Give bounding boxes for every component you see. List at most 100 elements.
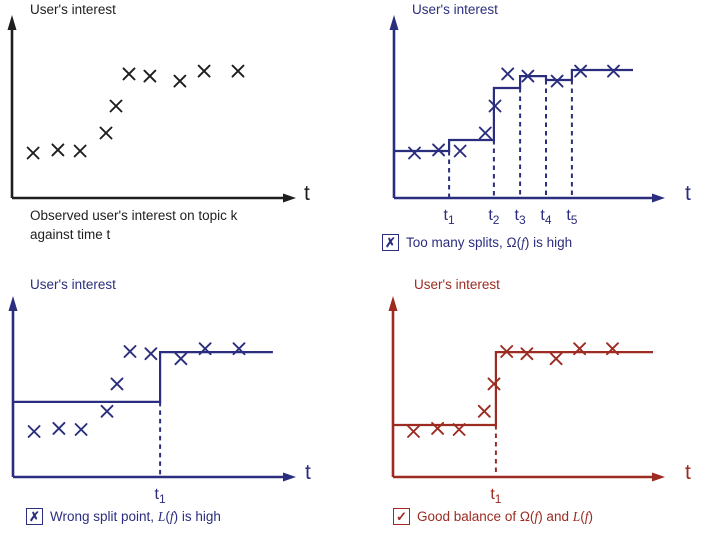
data-point-cross — [74, 423, 88, 436]
split-tick-label: t4 — [540, 207, 551, 227]
data-point-cross — [73, 144, 87, 158]
panel-observed-plot — [26, 64, 245, 160]
data-point-cross — [231, 64, 245, 78]
caption-too-many-splits: ✗ Too many splits, Ω(f) is high — [382, 234, 572, 251]
data-point-cross — [99, 126, 113, 140]
data-point-cross — [607, 64, 620, 78]
panel-wrong-split-axes: t1 — [8, 296, 296, 506]
data-point-cross — [110, 377, 124, 391]
data-point-cross — [174, 352, 188, 366]
data-point-cross — [52, 421, 66, 435]
step-function-line — [393, 351, 653, 427]
data-point-cross — [520, 347, 534, 361]
data-point-cross — [123, 345, 137, 358]
data-point-cross — [477, 404, 491, 418]
caption-part: ) and — [538, 508, 573, 524]
data-point-cross — [453, 144, 467, 158]
caption-line: against time t — [30, 226, 111, 242]
caption-part: Wrong split point, — [50, 508, 158, 524]
data-point-cross — [521, 69, 535, 83]
split-tick-label: t1 — [490, 486, 501, 506]
data-point-cross — [109, 99, 123, 113]
y-axis-arrow-icon — [389, 15, 399, 30]
panel-too-many-splits-plot: t1 t2 t3 t4 t5 — [394, 64, 633, 227]
data-point-cross — [478, 126, 492, 140]
panel-too-many-splits-axes: t1 t2 t3 t4 t5 — [389, 15, 665, 227]
data-point-cross — [122, 67, 136, 81]
data-point-cross — [501, 67, 515, 81]
data-point-cross — [550, 74, 564, 88]
x-axis-title: t — [685, 182, 691, 205]
caption-part: Too many splits, Ω( — [406, 234, 522, 250]
y-axis-arrow-icon — [388, 296, 398, 311]
data-point-cross — [452, 423, 466, 436]
y-axis-title: User's interest — [30, 277, 116, 292]
step-function-line — [13, 351, 273, 403]
split-tick-label: t1 — [155, 486, 166, 506]
data-point-cross — [198, 342, 212, 356]
data-point-cross — [232, 342, 246, 356]
data-point-cross — [431, 421, 445, 435]
caption-observed: Observed user's interest on topic k agai… — [30, 207, 237, 244]
panel-wrong-split-plot: t1 — [13, 342, 273, 506]
caption-part: ) is high — [173, 508, 221, 524]
data-point-cross — [606, 342, 619, 356]
split-tick-label: t2 — [488, 207, 499, 227]
data-point-cross — [500, 345, 514, 358]
caption-text: Good balance of Ω(f) and L(f) — [417, 509, 593, 525]
checked-checkbox-icon: ✓ — [393, 508, 410, 525]
x-axis-arrow-icon — [283, 472, 296, 482]
y-axis-arrow-icon — [7, 15, 17, 30]
split-tick-label: t5 — [566, 207, 577, 227]
x-axis-arrow-icon — [652, 193, 665, 203]
caption-part: ( — [165, 508, 170, 524]
data-point-cross — [407, 425, 420, 438]
data-point-cross — [574, 64, 588, 78]
caption-math-L: L — [572, 508, 581, 524]
caption-text: Too many splits, Ω(f) is high — [406, 235, 572, 251]
caption-part: ) — [588, 508, 594, 524]
data-point-cross — [432, 143, 446, 157]
data-point-cross — [100, 404, 114, 418]
y-axis-arrow-icon — [8, 296, 18, 311]
split-tick-label: t3 — [515, 207, 526, 227]
data-point-cross — [408, 146, 421, 160]
caption-part: Good balance of Ω( — [417, 508, 535, 524]
caption-text: Wrong split point, L(f) is high — [50, 509, 221, 525]
caption-math-f: f — [169, 508, 174, 524]
caption-part: ( — [580, 508, 585, 524]
panel-observed-axes — [7, 15, 296, 203]
data-point-cross — [143, 69, 157, 83]
data-point-cross — [27, 425, 41, 438]
data-point-cross — [51, 143, 65, 157]
step-function-line — [394, 68, 633, 153]
panel-good-balance-axes: t1 — [388, 296, 665, 506]
x-axis-title: t — [305, 461, 311, 484]
x-axis-arrow-icon — [283, 193, 296, 203]
caption-wrong-split: ✗ Wrong split point, L(f) is high — [26, 508, 221, 525]
y-axis-title: User's interest — [414, 277, 500, 292]
data-point-cross — [573, 342, 587, 356]
caption-line: Observed user's interest on topic k — [30, 208, 238, 223]
data-point-cross — [173, 74, 187, 88]
crossed-checkbox-icon: ✗ — [382, 234, 399, 251]
data-point-cross — [197, 64, 211, 78]
data-point-cross — [488, 99, 502, 113]
caption-math-f: f — [584, 508, 589, 524]
caption-math-f: f — [534, 508, 539, 524]
x-axis-title: t — [304, 182, 310, 205]
split-tick-label: t1 — [444, 207, 455, 227]
caption-good-balance: ✓ Good balance of Ω(f) and L(f) — [393, 508, 593, 525]
panel-good-balance-plot: t1 — [393, 342, 653, 506]
y-axis-title: User's interest — [30, 2, 116, 17]
data-point-cross — [26, 146, 40, 160]
data-point-cross — [144, 347, 158, 361]
data-point-cross — [549, 352, 563, 366]
crossed-checkbox-icon: ✗ — [26, 508, 43, 525]
x-axis-arrow-icon — [652, 472, 665, 482]
caption-part: ) is high — [524, 234, 573, 250]
x-axis-title: t — [685, 461, 691, 484]
y-axis-title: User's interest — [412, 2, 498, 17]
